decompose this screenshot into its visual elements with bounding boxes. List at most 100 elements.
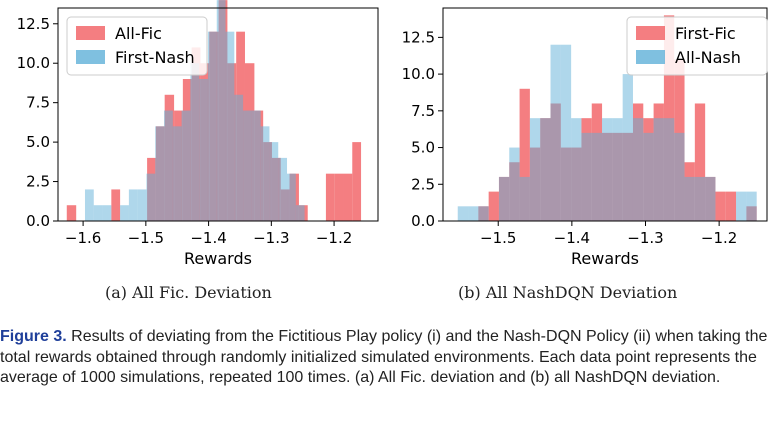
bar-all-nash-24: [736, 191, 747, 221]
bar-all-nash-11: [581, 132, 592, 221]
bar-first-nash-22: [287, 173, 296, 221]
bar-all-nash-0: [457, 206, 469, 221]
y-tick-label-a-1: 2.5: [26, 173, 50, 191]
legend-swatch-first-nash: [76, 50, 105, 64]
bar-all-nash-4: [509, 147, 520, 221]
bar-first-nash-9: [172, 126, 182, 221]
y-tick-label-a-2: 5.0: [26, 133, 50, 151]
x-tick-label-a-0: −1.6: [65, 229, 101, 247]
axes-frame-b: [442, 7, 768, 222]
bar-first-nash-12: [199, 79, 208, 221]
bar-first-nash-1: [93, 205, 103, 221]
x-axis-label-a: Rewards: [184, 249, 252, 268]
bar-all-nash-22: [694, 176, 706, 221]
legend-label-first-nash: First-Nash: [115, 48, 195, 67]
bar-all-nash-23: [705, 176, 716, 221]
bar-all-fic-22: [343, 173, 353, 221]
bar-first-nash-0: [84, 189, 94, 221]
bar-first-nash-3: [120, 205, 129, 221]
bar-all-fic-20: [325, 173, 335, 221]
bar-all-nash-16: [632, 118, 644, 221]
legend-label-first-fic: First-Fic: [675, 24, 736, 43]
subfigure-label-b: (b) All NashDQN Deviation: [458, 283, 678, 302]
bar-all-nash-12: [591, 132, 603, 221]
caption-text: Results of deviating from the Fictitious…: [0, 328, 768, 386]
y-tick-label-b-1: 2.5: [411, 175, 435, 193]
bar-all-nash-2: [478, 206, 489, 221]
bar-first-nash-16: [234, 94, 244, 221]
bar-all-fic-21: [334, 173, 344, 221]
legend-swatch-all-nash: [636, 50, 665, 64]
legend-b: First-Fic All-Nash: [626, 16, 768, 76]
bar-first-fic-21: [694, 103, 706, 221]
bar-first-nash-2: [102, 205, 112, 221]
x-tick-label-b-3: −1.2: [701, 229, 737, 247]
bar-all-nash-17: [643, 132, 654, 221]
bar-first-nash-18: [251, 110, 261, 221]
y-tick-label-b-0: 0.0: [411, 212, 435, 230]
bar-all-nash-1: [468, 206, 479, 221]
bar-all-fic-0: [66, 205, 77, 221]
y-tick-label-a-0: 0.0: [26, 212, 50, 230]
x-tick-label-b-1: −1.4: [554, 229, 590, 247]
legend-a: All-Fic First-Nash: [66, 16, 208, 76]
bar-first-nash-14: [216, 0, 226, 221]
bar-all-nash-8: [550, 44, 561, 221]
bar-first-nash-4: [128, 189, 138, 221]
caption-label: Figure 3.: [0, 328, 67, 345]
legend-label-all-fic: All-Fic: [115, 24, 162, 43]
bar-first-fic-4: [519, 88, 530, 221]
bar-all-nash-5: [519, 176, 530, 221]
x-tick-label-a-3: −1.3: [253, 229, 289, 247]
x-tick-label-a-4: −1.2: [316, 229, 352, 247]
y-tick-label-a-5: 12.5: [17, 15, 50, 33]
x-tick-label-b-2: −1.3: [627, 229, 663, 247]
bar-all-nash-6: [529, 118, 541, 221]
bar-first-nash-8: [164, 110, 173, 221]
bar-all-nash-15: [622, 74, 633, 221]
bar-first-nash-10: [181, 110, 191, 221]
figure-caption: Figure 3. Results of deviating from the …: [0, 327, 776, 389]
x-tick-label-b-0: −1.5: [480, 229, 516, 247]
y-tick-label-b-3: 7.5: [411, 102, 435, 120]
bars-b: [457, 15, 757, 222]
y-tick-label-a-4: 10.0: [17, 54, 50, 72]
bar-first-nash-11: [190, 63, 200, 221]
bar-first-nash-7: [155, 126, 165, 221]
legend-swatch-first-fic: [636, 26, 665, 40]
histogram-a: 0.0 2.5 5.0 7.5 10.0 12.5 −1.6 −1.5 −1.4 −1.3 −1.2…: [17, 0, 379, 268]
bar-first-nash-23: [295, 205, 305, 221]
bar-all-nash-9: [560, 44, 572, 221]
bar-first-nash-6: [146, 173, 156, 221]
bar-all-nash-3: [498, 176, 510, 221]
subfigure-label-a: (a) All Fic. Deviation: [105, 283, 272, 302]
bar-all-nash-14: [612, 118, 623, 221]
histogram-b: 0.0 2.5 5.0 7.5 10.0 12.5 −1.5 −1.4 −1.3 −1.2 Rewa…: [402, 7, 768, 268]
bar-first-nash-15: [225, 31, 235, 222]
y-tick-label-b-2: 5.0: [411, 139, 435, 157]
x-axis-label-b: Rewards: [571, 249, 639, 268]
bar-all-nash-18: [653, 118, 664, 221]
bar-first-nash-13: [207, 31, 217, 222]
bar-all-nash-20: [674, 132, 685, 221]
bar-first-fic-1: [488, 191, 499, 221]
x-tick-label-a-2: −1.4: [190, 229, 226, 247]
bar-first-nash-17: [243, 110, 252, 221]
bar-all-nash-10: [571, 118, 582, 221]
bar-first-fic-23: [715, 191, 726, 221]
bar-all-nash-21: [684, 176, 695, 221]
bar-first-nash-21: [278, 157, 288, 221]
bar-first-nash-19: [260, 126, 270, 221]
bar-first-nash-20: [269, 142, 279, 221]
bars-a: [66, 0, 362, 222]
bar-first-fic-24: [725, 191, 737, 221]
bar-all-fic-23: [352, 142, 362, 221]
y-tick-label-b-4: 10.0: [402, 65, 435, 83]
x-tick-label-a-1: −1.5: [128, 229, 164, 247]
bar-all-nash-25: [746, 191, 757, 221]
legend-swatch-all-fic: [76, 26, 105, 40]
legend-label-all-nash: All-Nash: [675, 48, 741, 67]
y-tick-label-b-5: 12.5: [402, 28, 435, 46]
bar-all-nash-19: [663, 118, 675, 221]
